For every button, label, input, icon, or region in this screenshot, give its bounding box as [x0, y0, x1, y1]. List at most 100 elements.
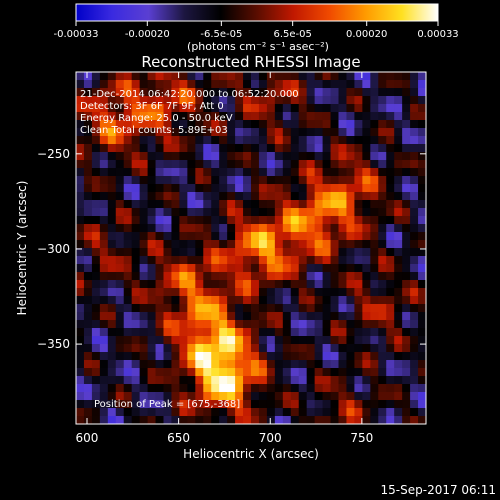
heatmap-cell — [131, 344, 141, 353]
heatmap-cell — [370, 88, 379, 97]
heatmap-cell — [346, 152, 355, 161]
heatmap-cell — [362, 376, 371, 385]
heatmap-cell — [394, 272, 403, 281]
heatmap-cell — [394, 416, 403, 424]
heatmap-cell — [195, 120, 204, 129]
heatmap-cell — [354, 296, 363, 305]
heatmap-cell — [155, 312, 165, 321]
heatmap-cell — [394, 200, 403, 209]
heatmap-cell — [91, 232, 101, 241]
heatmap-cell — [179, 96, 188, 105]
heatmap-cell — [187, 256, 196, 265]
heatmap-cell — [251, 200, 260, 209]
heatmap-cell — [402, 88, 411, 97]
heatmap-cell — [99, 224, 109, 233]
heatmap-cell — [219, 240, 228, 249]
heatmap-cell — [219, 152, 228, 161]
heatmap-cell — [171, 72, 180, 81]
heatmap-cell — [76, 256, 85, 265]
heatmap-cell — [282, 416, 292, 424]
heatmap-cell — [227, 208, 236, 217]
heatmap-cell — [418, 200, 426, 209]
heatmap-cell — [362, 392, 371, 401]
heatmap-cell — [298, 200, 308, 209]
heatmap-cell — [187, 336, 196, 345]
heatmap-cell — [179, 184, 188, 193]
heatmap-cell — [203, 112, 212, 121]
heatmap-cell — [163, 312, 173, 321]
heatmap-cell — [386, 344, 395, 353]
heatmap-cell — [235, 200, 244, 209]
heatmap-cell — [338, 416, 348, 424]
heatmap-cell — [402, 272, 411, 281]
heatmap-cell — [203, 104, 212, 113]
heatmap-cell — [378, 264, 387, 273]
heatmap-cell — [83, 104, 93, 113]
heatmap-cell — [370, 232, 379, 241]
heatmap-cell — [402, 208, 411, 217]
heatmap-cell — [338, 408, 348, 417]
heatmap-cell — [91, 272, 101, 281]
heatmap-cell — [155, 88, 165, 97]
heatmap-cell — [402, 280, 411, 289]
heatmap-cell — [362, 120, 371, 129]
heatmap-cell — [131, 304, 141, 313]
heatmap-cell — [235, 184, 244, 193]
heatmap-cell — [402, 152, 411, 161]
heatmap-cell — [187, 344, 196, 353]
heatmap-cell — [418, 376, 426, 385]
heatmap-cell — [195, 104, 204, 113]
heatmap-cell — [394, 240, 403, 249]
heatmap-cell — [314, 320, 324, 329]
heatmap-cell — [306, 200, 316, 209]
heatmap-cell — [91, 248, 101, 257]
heatmap-cell — [219, 168, 228, 177]
heatmap-cell — [298, 368, 308, 377]
heatmap-cell — [115, 304, 125, 313]
heatmap-cell — [330, 368, 340, 377]
heatmap-cell — [219, 136, 228, 145]
heatmap-cell — [139, 192, 149, 201]
heatmap-cell — [227, 144, 236, 153]
x-tick-label: 700 — [259, 431, 282, 445]
heatmap-cell — [147, 400, 157, 409]
heatmap-cell — [370, 96, 379, 105]
heatmap-cell — [410, 152, 419, 161]
heatmap-cell — [227, 272, 236, 281]
heatmap-cell — [163, 344, 173, 353]
heatmap-cell — [330, 272, 340, 281]
heatmap-cell — [394, 168, 403, 177]
heatmap-cell — [378, 272, 387, 281]
heatmap-cell — [322, 120, 332, 129]
heatmap-cell — [338, 328, 348, 337]
heatmap-cell — [203, 336, 212, 345]
heatmap-cell — [322, 312, 332, 321]
heatmap-cell — [322, 288, 332, 297]
heatmap-cell — [306, 104, 316, 113]
heatmap-cell — [195, 192, 204, 201]
heatmap-cell — [227, 400, 236, 409]
heatmap-cell — [314, 120, 324, 129]
heatmap-cell — [251, 176, 260, 185]
heatmap-cell — [362, 352, 371, 361]
heatmap-cell — [139, 304, 149, 313]
heatmap-cell — [83, 88, 93, 97]
heatmap-cell — [163, 160, 173, 169]
heatmap-cell — [235, 224, 244, 233]
heatmap-cell — [322, 152, 332, 161]
heatmap-cell — [402, 320, 411, 329]
heatmap-cell — [314, 336, 324, 345]
heatmap-cell — [83, 120, 93, 129]
heatmap-cell — [306, 80, 316, 89]
heatmap-cell — [203, 200, 212, 209]
heatmap-cell — [211, 232, 220, 241]
heatmap-cell — [187, 128, 196, 137]
heatmap-cell — [91, 136, 101, 145]
heatmap-cell — [115, 136, 125, 145]
heatmap-cell — [171, 312, 180, 321]
heatmap-cell — [314, 328, 324, 337]
heatmap-cell — [91, 376, 101, 385]
heatmap-cell — [378, 152, 387, 161]
heatmap-cell — [322, 368, 332, 377]
heatmap-cell — [187, 328, 196, 337]
